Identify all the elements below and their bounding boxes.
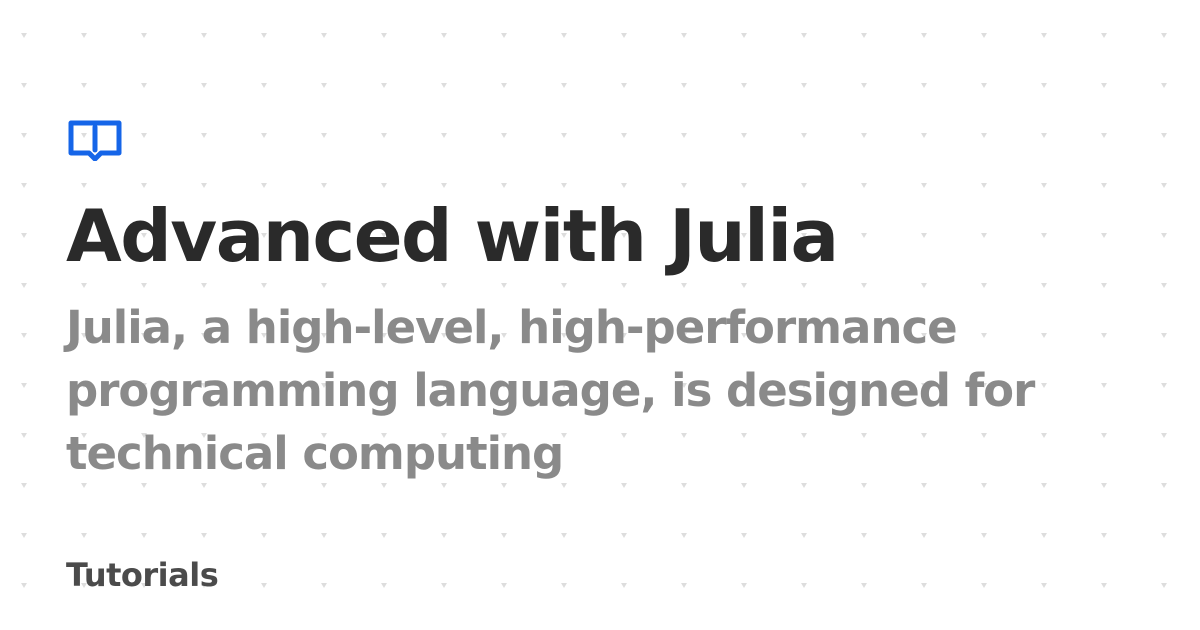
section-label: Tutorials <box>66 556 219 594</box>
page-title: Advanced with Julia <box>66 194 839 278</box>
open-book-icon <box>68 119 122 161</box>
page-description: Julia, a high-level, high-performance pr… <box>66 301 1035 480</box>
